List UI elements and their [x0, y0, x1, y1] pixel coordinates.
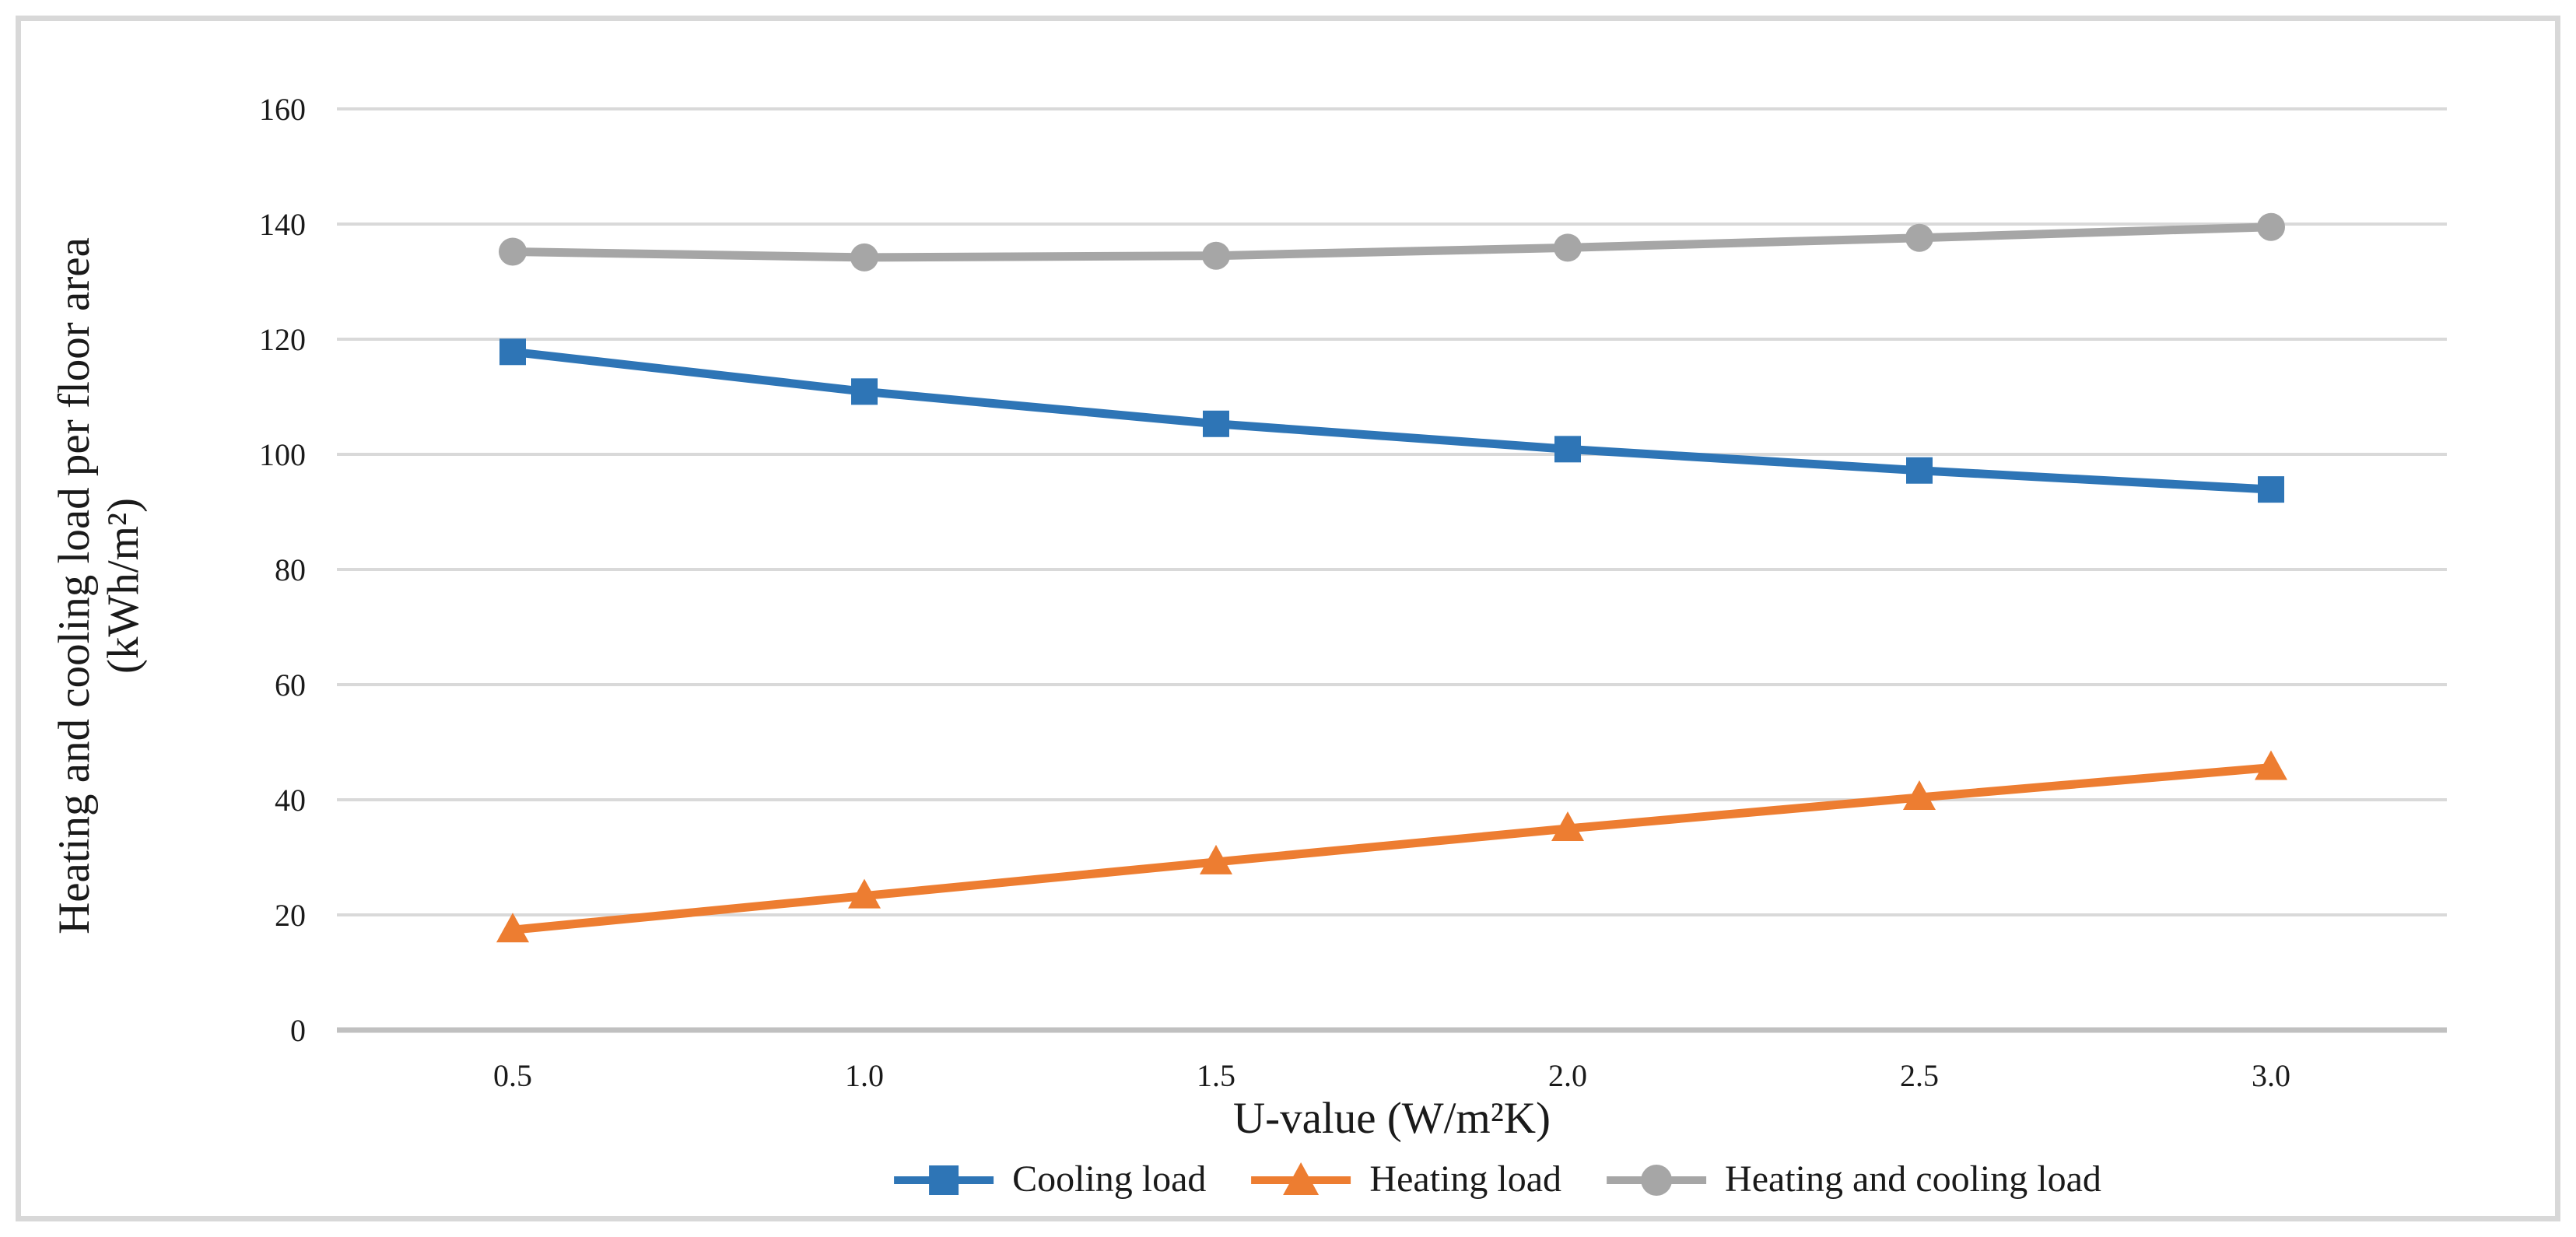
y-tick-label: 100 — [259, 437, 306, 472]
x-tick-label: 1.5 — [1197, 1058, 1235, 1093]
y-tick-label: 60 — [275, 668, 306, 703]
y-axis-title: Heating and cooling load per floor area … — [50, 80, 167, 1092]
square-marker — [1203, 410, 1229, 437]
square-marker — [851, 378, 878, 405]
square-marker — [499, 338, 526, 366]
legend-label: Heating load — [1369, 1158, 1562, 1200]
heating-load-marker-icon — [1251, 1162, 1351, 1195]
circle-marker — [1554, 233, 1582, 262]
y-tick-label: 160 — [259, 92, 306, 127]
y-axis-title-line1: Heating and cooling load per floor area — [50, 237, 99, 934]
legend-item-cooling-load: Cooling load — [892, 1158, 1206, 1200]
y-tick-label: 0 — [290, 1013, 306, 1048]
heating-and-cooling-load-marker-icon — [1607, 1164, 1707, 1196]
triangle-marker — [2255, 750, 2287, 780]
y-tick-label: 40 — [275, 783, 306, 818]
legend-item-heating-and-cooling-load: Heating and cooling load — [1605, 1158, 2101, 1200]
circle-marker — [499, 237, 527, 266]
triangle-marker — [1903, 780, 1936, 811]
legend-label: Cooling load — [1012, 1158, 1207, 1200]
circle-marker — [1905, 223, 1933, 252]
triangle-marker — [1200, 844, 1232, 874]
legend-item-heating-load: Heating load — [1249, 1158, 1561, 1200]
x-tick-label: 2.5 — [1900, 1058, 1939, 1093]
circle-marker — [1202, 241, 1230, 270]
chart-legend: Cooling load Heating load Heating and co… — [892, 1158, 2101, 1200]
heating-and-cooling-load-line — [508, 223, 2276, 262]
square-marker — [2258, 476, 2284, 503]
triangle-marker — [848, 878, 881, 909]
x-tick-label: 2.0 — [1548, 1058, 1587, 1093]
square-marker — [1554, 436, 1581, 463]
circle-marker — [850, 243, 878, 272]
cooling-load-marker-icon — [894, 1165, 994, 1195]
triangle-marker — [496, 913, 529, 943]
y-axis-title-units: (kWh/m²) — [98, 497, 148, 675]
x-tick-label: 1.0 — [845, 1058, 884, 1093]
legend-label: Heating and cooling load — [1725, 1158, 2101, 1200]
heating-load-line — [508, 763, 2276, 934]
y-tick-label: 140 — [259, 207, 306, 242]
triangle-marker — [1551, 811, 1584, 841]
x-tick-label: 3.0 — [2252, 1058, 2290, 1093]
cooling-load-line — [508, 347, 2276, 494]
y-tick-label: 80 — [275, 552, 306, 587]
x-axis-title: U-value (W/m²K) — [1232, 1094, 1551, 1143]
square-marker — [1906, 457, 1933, 484]
x-tick-label: 0.5 — [493, 1058, 532, 1093]
y-tick-label: 120 — [259, 322, 306, 357]
y-tick-label: 20 — [275, 898, 306, 933]
circle-marker — [2257, 212, 2285, 241]
